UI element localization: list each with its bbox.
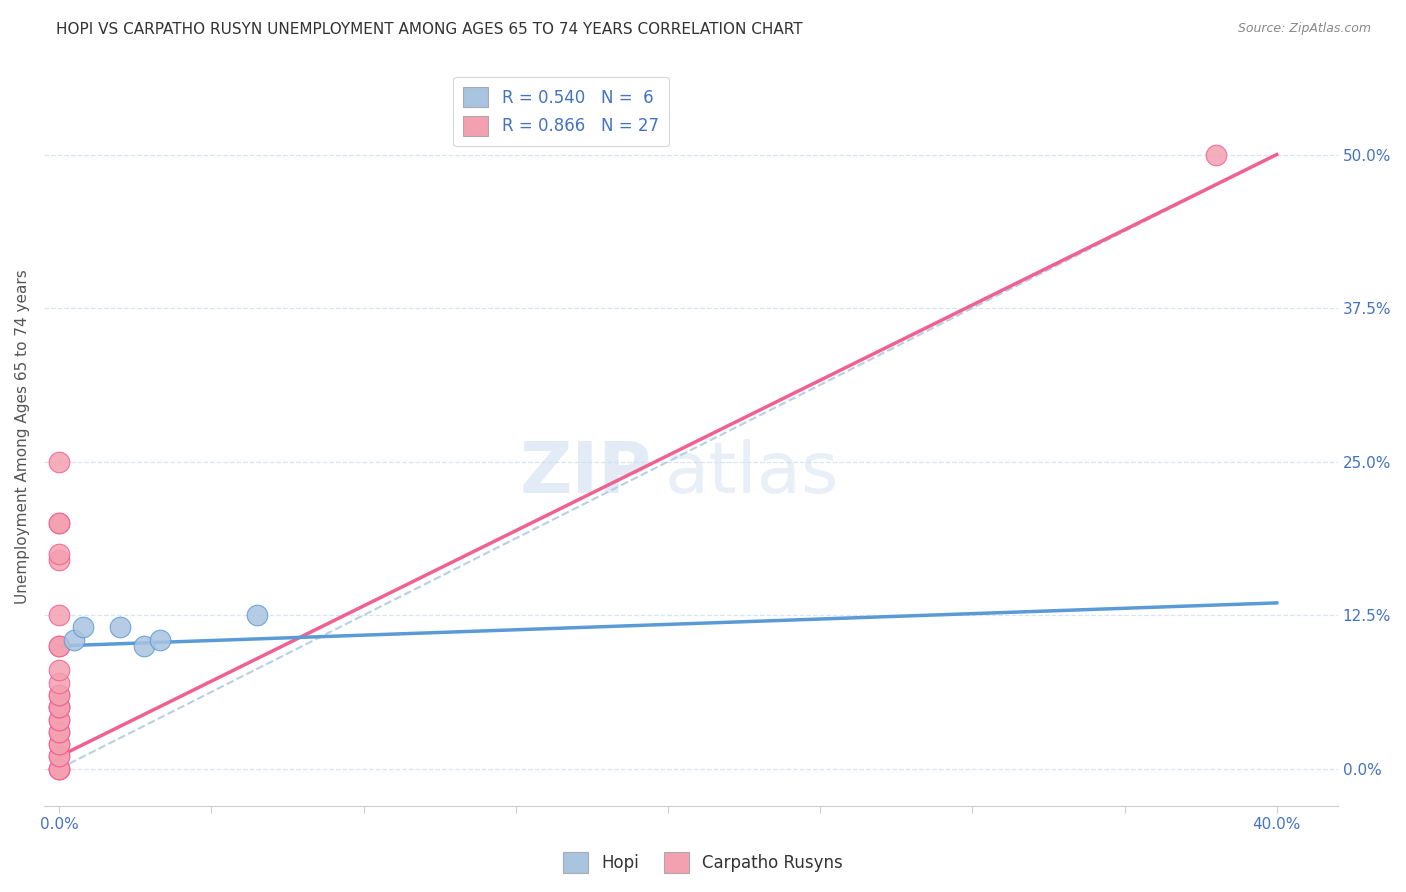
Point <box>48 749 70 764</box>
Point <box>48 547 70 561</box>
Point <box>1205 147 1227 161</box>
Point <box>48 737 70 751</box>
Point <box>134 639 156 653</box>
Point <box>48 700 70 714</box>
Point <box>246 608 269 623</box>
Point <box>48 608 70 623</box>
Text: HOPI VS CARPATHO RUSYN UNEMPLOYMENT AMONG AGES 65 TO 74 YEARS CORRELATION CHART: HOPI VS CARPATHO RUSYN UNEMPLOYMENT AMON… <box>56 22 803 37</box>
Text: atlas: atlas <box>665 440 839 508</box>
Point <box>48 725 70 739</box>
Point <box>48 762 70 776</box>
Point <box>48 737 70 751</box>
Point <box>48 553 70 567</box>
Point <box>48 762 70 776</box>
Point <box>48 725 70 739</box>
Point <box>48 639 70 653</box>
Y-axis label: Unemployment Among Ages 65 to 74 years: Unemployment Among Ages 65 to 74 years <box>15 269 30 605</box>
Point <box>63 632 86 647</box>
Point <box>72 620 94 634</box>
Text: ZIP: ZIP <box>520 440 652 508</box>
Point <box>148 632 170 647</box>
Legend: R = 0.540   N =  6, R = 0.866   N = 27: R = 0.540 N = 6, R = 0.866 N = 27 <box>453 77 669 146</box>
Legend: Hopi, Carpatho Rusyns: Hopi, Carpatho Rusyns <box>557 846 849 880</box>
Point <box>48 700 70 714</box>
Point <box>108 620 131 634</box>
Point <box>48 516 70 530</box>
Point <box>48 675 70 690</box>
Text: Source: ZipAtlas.com: Source: ZipAtlas.com <box>1237 22 1371 36</box>
Point <box>48 688 70 702</box>
Point <box>48 455 70 469</box>
Point <box>48 713 70 727</box>
Point <box>48 700 70 714</box>
Point <box>48 713 70 727</box>
Point <box>48 516 70 530</box>
Point <box>48 749 70 764</box>
Point <box>48 639 70 653</box>
Point <box>48 688 70 702</box>
Point <box>48 664 70 678</box>
Point <box>48 762 70 776</box>
